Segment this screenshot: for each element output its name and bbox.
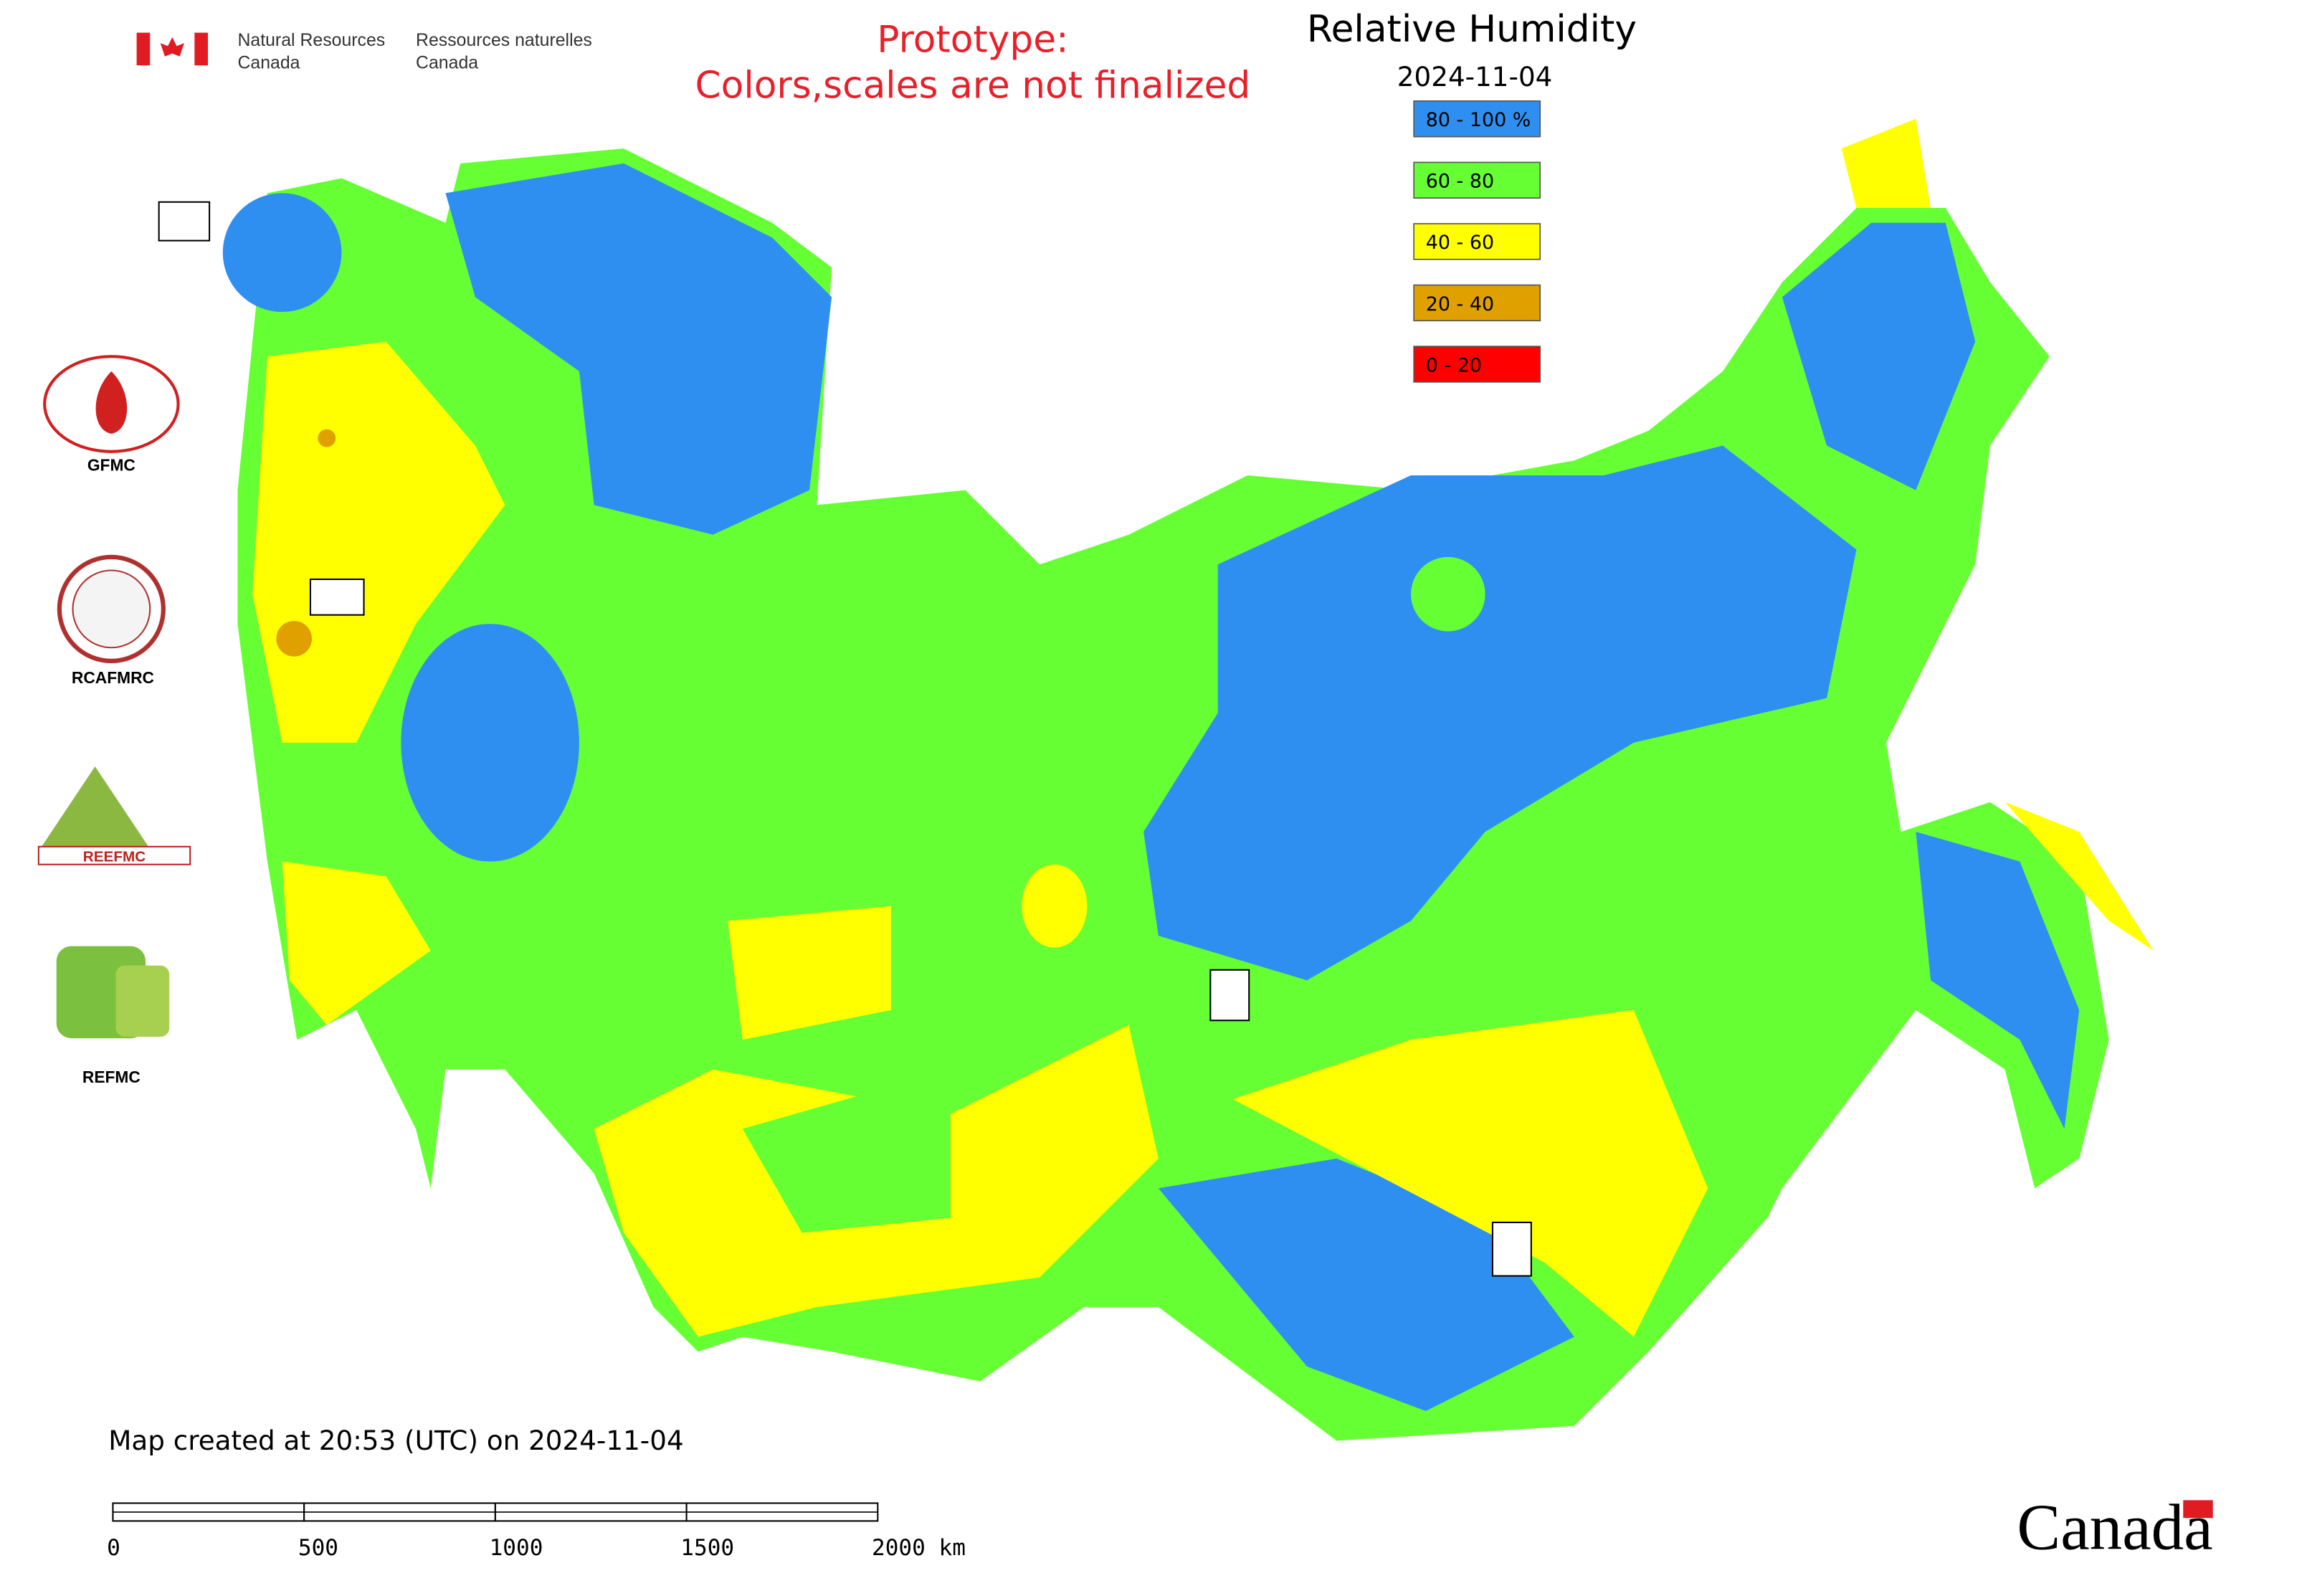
legend-swatch xyxy=(1413,284,1541,322)
notice: Prototype: xyxy=(877,19,1068,62)
org-name: Canada xyxy=(237,53,300,72)
logo-panel xyxy=(37,355,191,1039)
region-40-60 xyxy=(252,341,505,743)
region-60-80 xyxy=(742,1069,951,1233)
legend-label: 20 - 40 xyxy=(1426,293,1494,315)
region-80-100 xyxy=(222,193,342,313)
org-name: Natural Resources xyxy=(237,31,385,50)
legend: 80 - 100 % 60 - 80 40 - 60 20 - 40 0 - 20 xyxy=(1413,100,1541,383)
logo-label: REFMC xyxy=(82,1068,141,1086)
legend-label: 0 - 20 xyxy=(1426,354,1482,376)
canada-flag xyxy=(136,32,209,66)
legend-swatch xyxy=(1413,100,1541,138)
logo-label: RCAFMRC xyxy=(72,668,154,687)
notice: Colors,scales are not finalized xyxy=(695,65,1251,108)
map-date: 2024-11-04 xyxy=(1397,61,1553,92)
legend-label: 60 - 80 xyxy=(1426,171,1494,193)
region-80-100 xyxy=(1782,222,1976,490)
scale-bar: 0 500 1000 1500 2000 km xyxy=(107,1502,966,1561)
logo-label: GFMC xyxy=(87,456,135,475)
region-40-60 xyxy=(1022,864,1088,948)
org-name: Canada xyxy=(416,53,478,72)
legend-label: 40 - 60 xyxy=(1426,232,1494,254)
region-40-60 xyxy=(1232,1010,1708,1337)
scale-label: 0 xyxy=(107,1535,120,1561)
wordmark-flag xyxy=(2183,1500,2213,1519)
region-40-60 xyxy=(282,861,431,1025)
scale-label: 1500 xyxy=(680,1535,734,1561)
region-40-60 xyxy=(2004,802,2154,951)
map xyxy=(222,118,2154,1441)
region-80-100 xyxy=(1916,832,2080,1129)
scale-label: 1000 xyxy=(490,1535,543,1561)
region-60-80 xyxy=(1411,556,1485,632)
region-80-100 xyxy=(445,163,832,535)
created-note: Map created at 20:53 (UTC) on 2024-11-04 xyxy=(108,1425,683,1456)
scale-label: 2000 km xyxy=(872,1535,966,1561)
region-80-100 xyxy=(1143,445,1857,981)
region-20-40 xyxy=(276,620,313,657)
region-80-100 xyxy=(401,624,579,862)
legend-swatch xyxy=(1413,161,1541,199)
scale-label: 500 xyxy=(298,1535,338,1561)
station-markers xyxy=(158,201,1532,1277)
legend-swatch xyxy=(1413,223,1541,260)
org-name: Ressources naturelles xyxy=(416,31,592,50)
canada-wordmark: Canada xyxy=(2017,1491,2212,1564)
region-20-40 xyxy=(318,429,336,447)
legend-label: 80 - 100 % xyxy=(1426,109,1531,131)
region-40-60 xyxy=(1841,118,1931,209)
logo-label: REEFMC xyxy=(83,849,146,865)
legend-swatch xyxy=(1413,346,1541,383)
region-40-60 xyxy=(728,906,891,1040)
map-title: Relative Humidity xyxy=(1307,8,1637,51)
